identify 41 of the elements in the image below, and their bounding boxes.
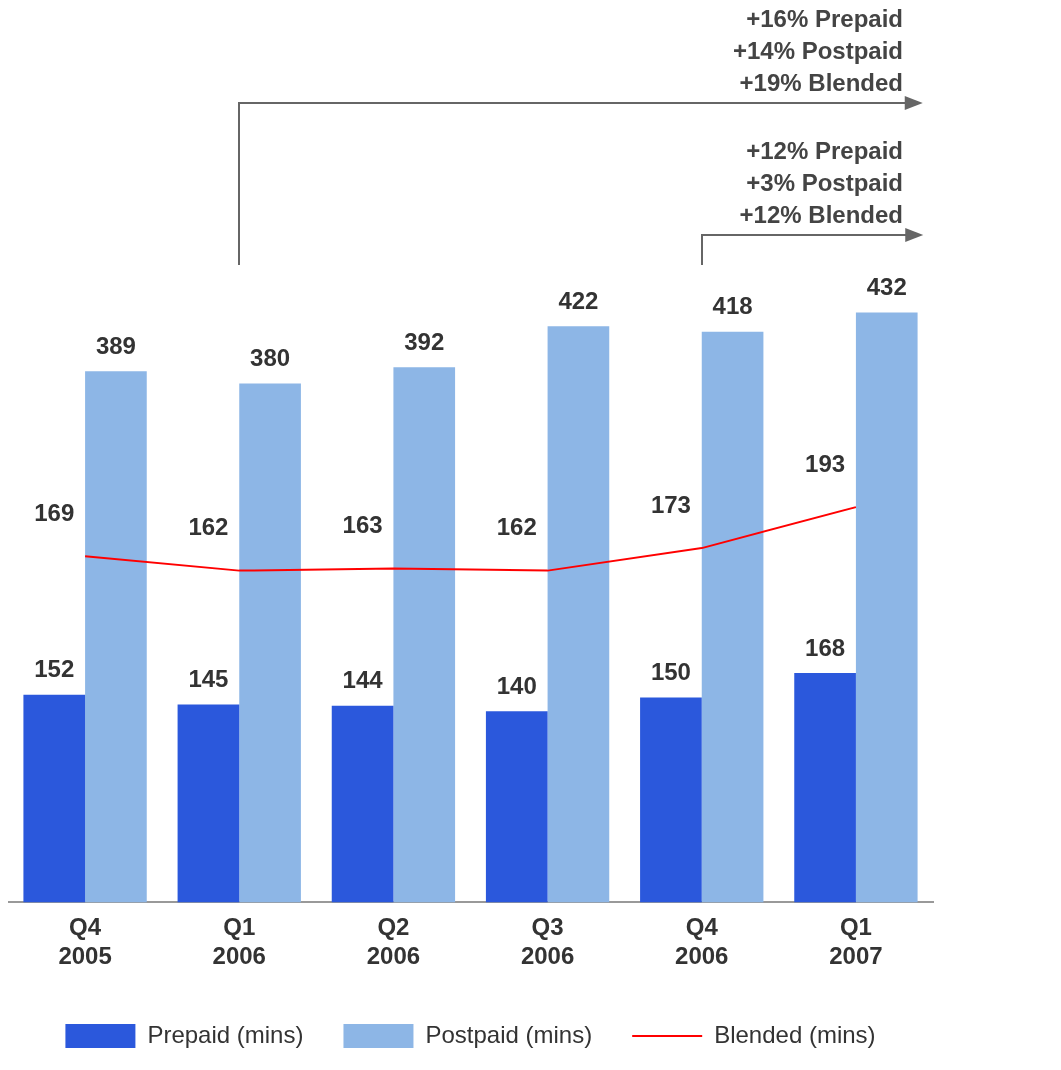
data-label: 432 (866, 273, 907, 301)
text: +12% Prepaid +3% Postpaid +12% Blended (738, 136, 903, 230)
data-label: 150 (650, 658, 691, 686)
bar (393, 367, 456, 903)
bar (855, 312, 918, 903)
data-label: 173 (650, 490, 691, 518)
data-label: 392 (404, 327, 445, 355)
text: +16% Prepaid +14% Postpaid +19% Blended (731, 4, 903, 98)
bar (85, 371, 147, 903)
x-tick-label: Q3 2006 (520, 913, 575, 970)
bar (547, 326, 610, 903)
data-label: 418 (712, 292, 753, 320)
data-label: 152 (34, 655, 75, 683)
data-label: 193 (805, 449, 846, 477)
legend-label: Blended (mins) (714, 1020, 876, 1048)
data-label: 163 (342, 511, 383, 539)
data-label: 422 (558, 286, 599, 314)
data-label: 380 (250, 344, 291, 372)
bar (331, 705, 394, 903)
data-label: 389 (95, 331, 136, 359)
data-label: 169 (34, 498, 75, 526)
data-label: 162 (188, 513, 229, 541)
data-label: 144 (342, 666, 384, 694)
bar (23, 694, 86, 903)
bar (701, 331, 764, 903)
data-label: 168 (805, 633, 846, 661)
bar (177, 704, 240, 903)
bar (640, 697, 702, 903)
x-tick-label: Q2 2006 (366, 913, 421, 970)
x-tick-label: Q1 2007 (829, 913, 883, 970)
data-label: 162 (496, 513, 537, 541)
legend-label: Postpaid (mins) (425, 1020, 593, 1048)
data-label: 140 (496, 671, 537, 699)
x-tick-label: Q1 2006 (212, 913, 266, 970)
bar (239, 383, 301, 903)
x-tick-label: Q4 2006 (675, 913, 729, 970)
data-label: 145 (188, 665, 229, 693)
bar (485, 711, 548, 903)
x-tick-label: Q4 2005 (58, 913, 112, 970)
legend-label: Prepaid (mins) (147, 1020, 304, 1048)
bar (794, 673, 856, 903)
